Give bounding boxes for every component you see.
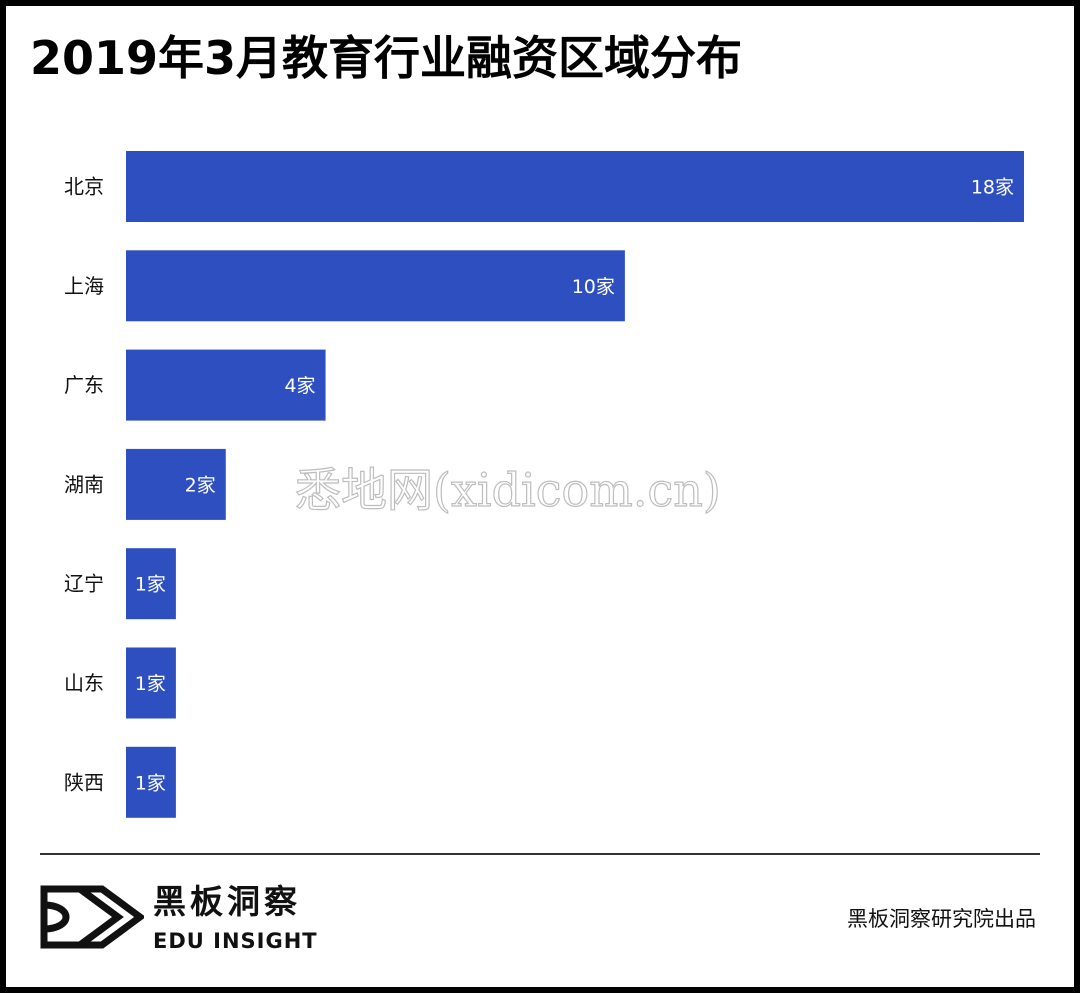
bar-5 bbox=[126, 548, 176, 620]
data-label-7: 1家 bbox=[135, 772, 166, 794]
footer-divider bbox=[40, 853, 1040, 855]
bar-6 bbox=[126, 647, 176, 719]
source-credit: 黑板洞察研究院出品 bbox=[847, 907, 1036, 931]
bar-3 bbox=[126, 349, 326, 421]
data-label-5: 1家 bbox=[135, 574, 166, 596]
category-label-1: 北京 bbox=[64, 175, 104, 199]
data-label-3: 4家 bbox=[284, 375, 315, 397]
data-label-4: 2家 bbox=[185, 474, 216, 496]
category-label-2: 上海 bbox=[64, 274, 104, 298]
category-label-3: 广东 bbox=[64, 373, 104, 397]
category-label-5: 辽宁 bbox=[64, 572, 104, 596]
category-label-4: 湖南 bbox=[64, 472, 104, 496]
bar-7 bbox=[126, 746, 176, 818]
bar-4 bbox=[126, 448, 226, 520]
category-label-6: 山东 bbox=[64, 671, 104, 695]
data-label-2: 10家 bbox=[572, 276, 615, 298]
bar-1 bbox=[126, 151, 1024, 222]
category-label-7: 陕西 bbox=[64, 770, 104, 794]
edu-insight-logo-icon bbox=[40, 885, 144, 949]
data-label-6: 1家 bbox=[135, 673, 166, 695]
data-label-1: 18家 bbox=[971, 177, 1014, 199]
logo-chinese-name: 黑板洞察 bbox=[153, 882, 301, 921]
logo-english-name: EDU INSIGHT bbox=[153, 929, 318, 953]
bar-2 bbox=[126, 250, 625, 322]
chart-title: 2019年3月教育行业融资区域分布 bbox=[30, 31, 743, 85]
